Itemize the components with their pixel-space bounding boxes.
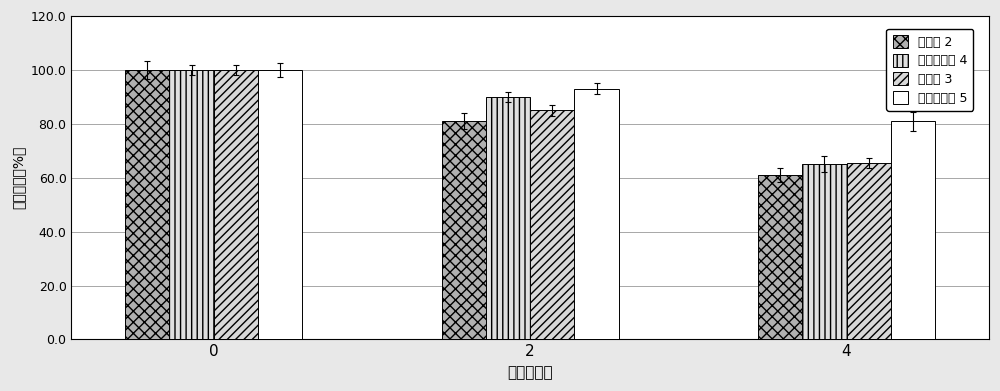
Bar [214,70,258,339]
Bar [442,121,486,339]
Legend: 实施例 2, 对比实施例 4, 实施例 3, 对比实施例 5: 实施例 2, 对比实施例 4, 实施例 3, 对比实施例 5 [886,29,973,111]
Bar [125,70,169,339]
Bar [847,163,891,339]
Y-axis label: 蜀发的水（%）: 蜀发的水（%） [11,146,25,210]
Bar [891,121,935,339]
Bar [802,164,847,339]
X-axis label: 时间（周）: 时间（周） [507,365,553,380]
Bar [530,110,574,339]
Bar [258,70,302,339]
Bar [758,175,802,339]
Bar [486,97,530,339]
Bar [574,89,619,339]
Bar [169,70,214,339]
